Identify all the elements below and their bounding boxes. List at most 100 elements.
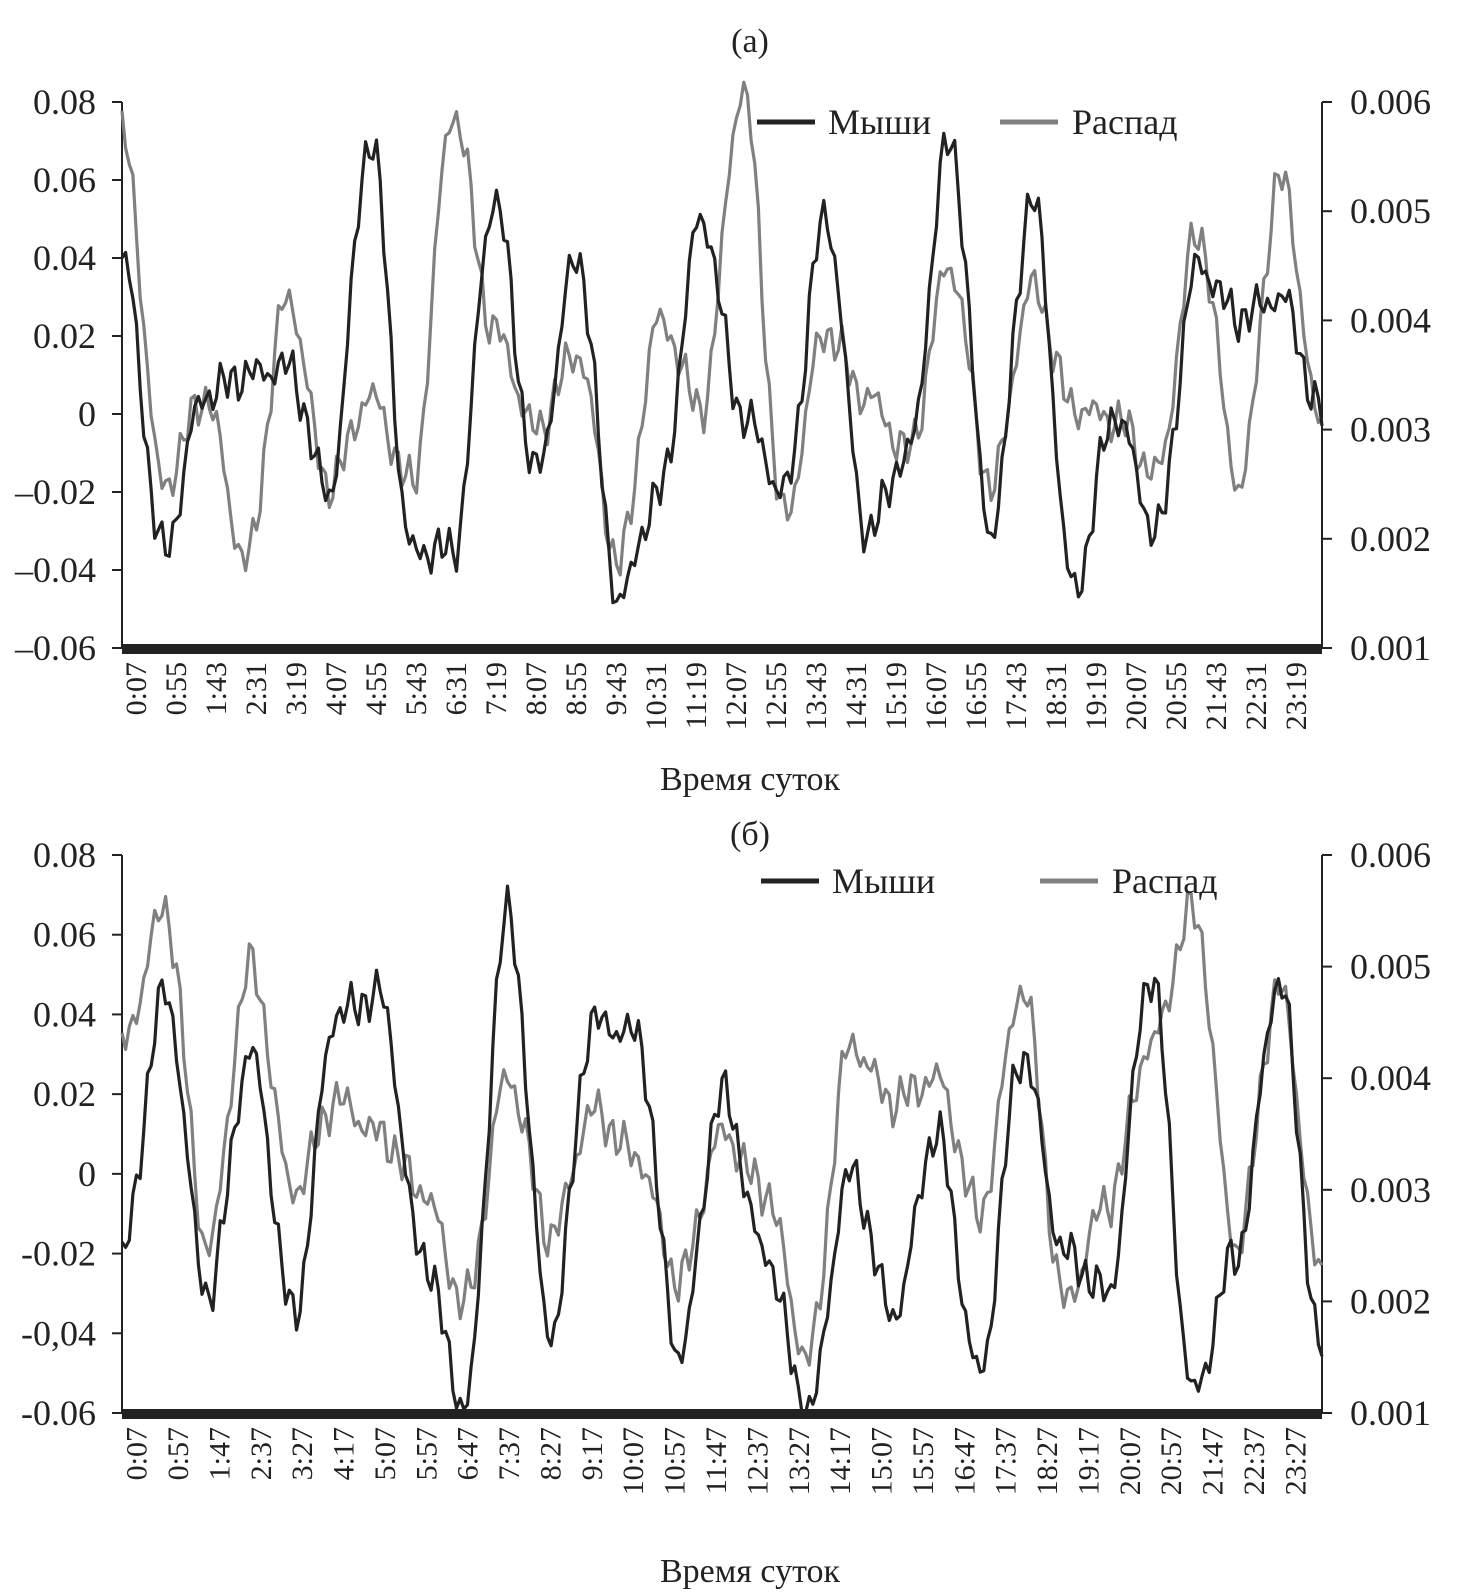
x-tick-label: 5:57 xyxy=(410,1427,443,1480)
y-tick-label-right: 0.004 xyxy=(1350,300,1431,340)
x-tick-label: 12:55 xyxy=(760,662,793,730)
y-tick-label-right: 0.004 xyxy=(1350,1058,1431,1098)
y-tick-label-left: -0.06 xyxy=(21,1393,96,1433)
x-tick-label: 19:19 xyxy=(1080,662,1113,730)
x-tick-label: 15:57 xyxy=(907,1427,940,1495)
legend-label-myshi: Мыши xyxy=(828,102,931,142)
legend-label-raspad: Распад xyxy=(1112,861,1218,901)
y-tick-label-left: 0.06 xyxy=(33,915,96,955)
x-tick-label: 21:43 xyxy=(1200,662,1233,730)
y-tick-label-left: 0.08 xyxy=(33,82,96,122)
x-tick-label: 19:17 xyxy=(1072,1427,1105,1495)
x-tick-label: 12:37 xyxy=(741,1427,774,1495)
x-axis-bar xyxy=(122,644,1322,654)
x-tick-label: 17:37 xyxy=(990,1427,1023,1495)
x-tick-label: 11:47 xyxy=(700,1427,733,1494)
y-tick-label-left: –0.04 xyxy=(14,550,96,590)
y-tick-label-left: 0.08 xyxy=(33,835,96,875)
x-tick-label: 9:43 xyxy=(600,662,633,715)
x-tick-label: 20:07 xyxy=(1114,1427,1147,1495)
x-tick-label: 7:19 xyxy=(480,662,513,715)
y-tick-label-left: 0 xyxy=(78,1154,96,1194)
series-line-myshi xyxy=(120,131,1324,605)
x-tick-label: 1:43 xyxy=(200,662,233,715)
x-tick-label: 2:37 xyxy=(245,1427,278,1480)
x-axis-bar xyxy=(122,1409,1322,1419)
chart-panel-0: (а) 0.08 0.06 0.04 0.02 0 –0.02 –0.04 –0.06 0.006… xyxy=(14,23,1431,798)
x-tick-label: 18:31 xyxy=(1040,662,1073,730)
x-tick-label: 21:47 xyxy=(1197,1427,1230,1495)
y-tick-label-left: –0.06 xyxy=(14,628,96,668)
panel-title: (а) xyxy=(731,23,769,60)
y-tick-label-left: 0.04 xyxy=(33,238,96,278)
x-tick-label: 0:07 xyxy=(120,662,153,715)
x-tick-label: 2:31 xyxy=(240,662,273,715)
x-tick-label: 23:27 xyxy=(1279,1427,1312,1495)
y-tick-label-right: 0.003 xyxy=(1350,1170,1431,1210)
legend: Мыши Распад xyxy=(761,861,1218,901)
x-tick-label: 9:17 xyxy=(576,1427,609,1480)
y-tick-label-left: 0.02 xyxy=(33,1074,96,1114)
legend: Мыши Распад xyxy=(757,102,1178,142)
panel-title: (б) xyxy=(730,816,770,853)
legend-label-myshi: Мыши xyxy=(832,861,935,901)
x-tick-label: 6:31 xyxy=(440,662,473,715)
x-tick-label: 22:31 xyxy=(1240,662,1273,730)
x-tick-label: 3:19 xyxy=(280,662,313,715)
x-tick-label: 20:57 xyxy=(1155,1427,1188,1495)
x-tick-label: 5:07 xyxy=(369,1427,402,1480)
series-line-raspad xyxy=(120,80,1324,577)
series-line-raspad xyxy=(120,891,1324,1367)
x-tick-label: 12:07 xyxy=(720,662,753,730)
legend-label-raspad: Распад xyxy=(1072,102,1178,142)
series-line-myshi xyxy=(120,884,1324,1415)
x-axis-label: Время суток xyxy=(660,1553,840,1590)
y-tick-label-right: 0.006 xyxy=(1350,835,1431,875)
x-tick-label: 10:57 xyxy=(659,1427,692,1495)
x-tick-label: 1:47 xyxy=(203,1427,236,1480)
x-tick-label: 8:55 xyxy=(560,662,593,715)
y-tick-label-right: 0.002 xyxy=(1350,1281,1431,1321)
x-tick-label: 20:55 xyxy=(1160,662,1193,730)
x-tick-label: 18:27 xyxy=(1031,1427,1064,1495)
y-tick-label-left: 0.02 xyxy=(33,316,96,356)
y-tick-label-left: -0,04 xyxy=(21,1313,96,1353)
y-tick-label-right: 0.006 xyxy=(1350,82,1431,122)
y-tick-label-right: 0.001 xyxy=(1350,628,1431,668)
x-tick-label: 15:07 xyxy=(866,1427,899,1495)
x-tick-label: 16:47 xyxy=(948,1427,981,1495)
x-tick-label: 13:43 xyxy=(800,662,833,730)
y-tick-label-left: -0.02 xyxy=(21,1234,96,1274)
y-tick-label-left: 0.04 xyxy=(33,994,96,1034)
y-tick-label-right: 0.005 xyxy=(1350,947,1431,987)
y-tick-label-right: 0.003 xyxy=(1350,410,1431,450)
x-tick-label: 7:37 xyxy=(493,1427,526,1480)
x-tick-label: 4:07 xyxy=(320,662,353,715)
x-tick-label: 8:27 xyxy=(534,1427,567,1480)
x-tick-label: 14:31 xyxy=(840,662,873,730)
x-tick-label: 17:43 xyxy=(1000,662,1033,730)
y-tick-label-left: –0.02 xyxy=(14,472,96,512)
x-tick-label: 5:43 xyxy=(400,662,433,715)
y-tick-label-left: 0 xyxy=(78,394,96,434)
x-tick-label: 16:07 xyxy=(920,662,953,730)
x-tick-label: 0:55 xyxy=(160,662,193,715)
x-tick-label: 20:07 xyxy=(1120,662,1153,730)
x-tick-label: 11:19 xyxy=(680,662,713,729)
x-tick-label: 22:37 xyxy=(1238,1427,1271,1495)
x-tick-label: 23:19 xyxy=(1280,662,1313,730)
x-tick-label: 4:55 xyxy=(360,662,393,715)
x-tick-label: 0:57 xyxy=(162,1427,195,1480)
x-axis-label: Время суток xyxy=(660,761,840,798)
x-tick-label: 0:07 xyxy=(121,1427,154,1480)
x-tick-label: 6:47 xyxy=(452,1427,485,1480)
x-tick-label: 16:55 xyxy=(960,662,993,730)
y-tick-label-right: 0.001 xyxy=(1350,1393,1431,1433)
y-tick-label-left: 0.06 xyxy=(33,160,96,200)
x-tick-label: 10:07 xyxy=(617,1427,650,1495)
chart-panel-1: (б) 0.08 0.06 0.04 0.02 0 -0.02 -0,04 -0.06 0.006… xyxy=(21,816,1431,1590)
x-tick-label: 4:17 xyxy=(328,1427,361,1480)
x-tick-label: 15:19 xyxy=(880,662,913,730)
x-tick-label: 13:27 xyxy=(783,1427,816,1495)
